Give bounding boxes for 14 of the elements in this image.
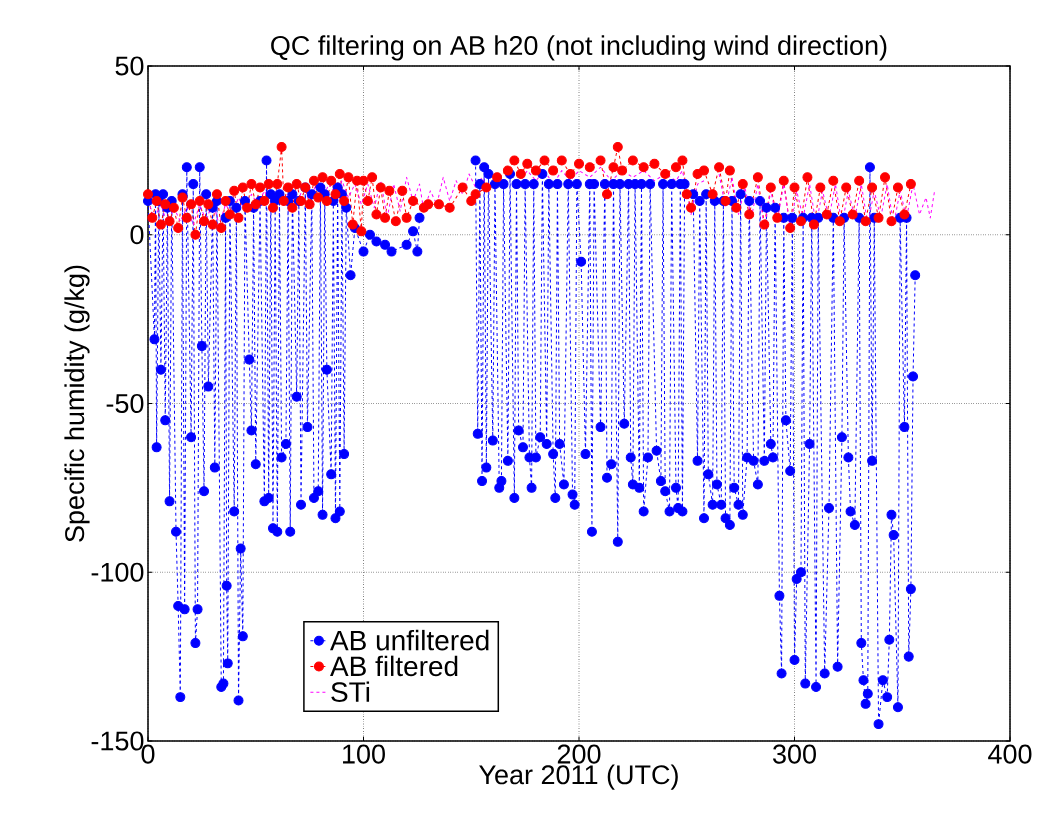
legend-label: AB filtered bbox=[330, 655, 458, 677]
y-tick-label: 50 bbox=[115, 56, 144, 76]
x-tick-label: 300 bbox=[773, 744, 816, 764]
y-axis-title: Specific humidity (g/kg) bbox=[64, 265, 90, 542]
y-tick-label: -100 bbox=[91, 562, 144, 582]
legend-label: STi bbox=[331, 681, 370, 702]
chart-title: QC filtering on AB h20 (not including wind direction) bbox=[271, 35, 887, 61]
x-axis-title: Year 2011 (UTC) bbox=[479, 764, 678, 790]
x-tick-label: 400 bbox=[988, 744, 1032, 764]
y-tick-label: 0 bbox=[130, 225, 144, 245]
legend-label: AB unfiltered bbox=[330, 629, 489, 651]
x-tick-label: 200 bbox=[557, 744, 601, 764]
y-tick-label: -50 bbox=[106, 393, 144, 414]
x-tick-label: 100 bbox=[343, 744, 385, 764]
